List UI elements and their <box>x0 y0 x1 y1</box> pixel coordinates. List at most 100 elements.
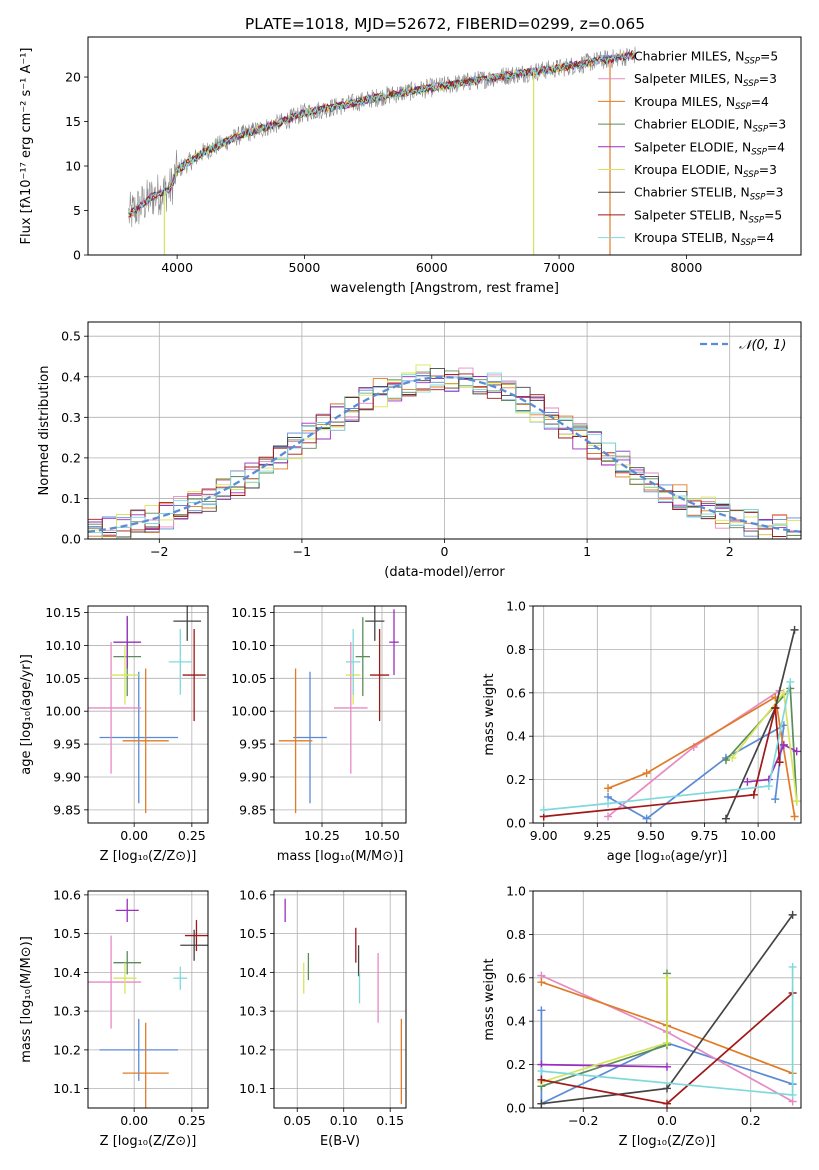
x-tick-label: 5000 <box>289 260 321 275</box>
axes-frame <box>87 890 209 1109</box>
weight-vs-Z-plot-area <box>537 910 797 1108</box>
errorbar-point <box>293 671 327 804</box>
x-tick-label: −1 <box>293 544 311 559</box>
errorbar-point <box>111 645 139 705</box>
y-axis-label: mass weight <box>482 958 497 1040</box>
x-axis-label: E(B-V) <box>320 1134 360 1149</box>
y-tick-label: 0.0 <box>506 816 526 831</box>
weight-marker <box>788 910 797 919</box>
errorbar-point <box>334 642 368 774</box>
residuals-plot-area <box>88 364 801 539</box>
axes-frame <box>273 890 407 1109</box>
weight-marker <box>721 814 730 823</box>
weight-marker <box>792 747 801 756</box>
y-tick-label: 0.2 <box>506 1057 526 1072</box>
x-axis-label: age [log₁₀(age/yr)] <box>607 849 728 864</box>
y-tick-label: 0.4 <box>506 1014 526 1029</box>
weight-marker <box>604 812 613 821</box>
errorbar-point <box>88 935 142 1029</box>
errorbar-point <box>122 1022 169 1108</box>
weight-marker <box>642 814 651 823</box>
y-tick-label: 10.10 <box>45 638 81 653</box>
y-tick-label: 0.6 <box>506 970 526 985</box>
x-tick-label: 10.00 <box>740 828 776 843</box>
y-tick-label: 0.0 <box>506 1101 526 1116</box>
y-tick-label: 10.05 <box>231 671 267 686</box>
y-tick-label: 10.6 <box>53 887 81 902</box>
y-axis-label: Normed distribution <box>37 366 52 496</box>
y-tick-label: 0.8 <box>506 927 526 942</box>
observed-spectrum <box>128 46 636 228</box>
x-tick-label: 4000 <box>161 260 193 275</box>
model-spectrum <box>128 51 635 217</box>
x-tick-label: 7000 <box>543 260 575 275</box>
figure-title: PLATE=1018, MJD=52672, FIBERID=0299, z=0… <box>245 15 645 33</box>
legend-entry: Chabrier ELODIE, NSSP=3 <box>634 118 786 135</box>
y-tick-label: 10.5 <box>239 926 267 941</box>
y-tick-label: 9.95 <box>53 737 81 752</box>
weight-marker <box>771 795 780 804</box>
x-tick-label: 0.0 <box>657 1113 677 1128</box>
residual-histogram <box>88 367 801 539</box>
weight-vs-age-plot-area <box>539 625 801 823</box>
weight-marker <box>537 1075 546 1084</box>
errorbar-point <box>346 629 361 695</box>
y-tick-label: 9.85 <box>53 802 81 817</box>
y-tick-label: 0.8 <box>506 642 526 657</box>
weight-marker <box>537 1006 546 1015</box>
x-tick-label: 8000 <box>671 260 703 275</box>
legend-entry: Kroupa STELIB, NSSP=4 <box>634 231 774 248</box>
x-tick-label: 0.15 <box>376 1113 404 1128</box>
weight-marker <box>537 1099 546 1108</box>
y-tick-label: 0.2 <box>506 772 526 787</box>
weight-series-line <box>540 1010 793 1106</box>
errorbar-point <box>99 1018 178 1081</box>
y-tick-label: 10.10 <box>231 638 267 653</box>
y-tick-label: 1.0 <box>506 599 526 614</box>
y-tick-label: 10.1 <box>239 1081 267 1096</box>
errorbar-point <box>168 629 192 695</box>
y-tick-label: 10.15 <box>45 605 81 620</box>
y-tick-label: 10.3 <box>53 1004 81 1019</box>
weight-marker <box>604 799 613 808</box>
legend-entry: Chabrier MILES, NSSP=5 <box>634 50 778 67</box>
y-tick-label: 10.00 <box>45 704 81 719</box>
axes-frame <box>273 605 407 824</box>
model-spectrum <box>128 52 635 218</box>
errorbar-point <box>88 642 142 774</box>
y-tick-label: 10.05 <box>45 671 81 686</box>
errorbar-point <box>115 898 139 922</box>
weight-vs-Z-panel: −0.2 0.0 0.2 0.0 0.2 0.4 0.6 0.8 1.0 Z [log₁₀(Z/Z… <box>482 884 802 1149</box>
y-tick-label: 0.2 <box>61 450 81 465</box>
weight-marker <box>771 703 780 712</box>
x-tick-label: −2 <box>150 544 168 559</box>
y-tick-label: 20 <box>65 70 81 85</box>
y-tick-label: 10.6 <box>239 887 267 902</box>
legend-entry: Salpeter MILES, NSSP=3 <box>634 72 777 89</box>
spectrum-panel: 4000 5000 6000 7000 8000 0 5 10 15 20 wavelength [… <box>19 36 802 296</box>
age-vs-mass-panel: 10.25 10.50 9.85 9.90 9.95 10.00 10.05 10.10 10.… <box>231 605 407 864</box>
y-tick-label: 5 <box>73 203 81 218</box>
weight-marker <box>663 1099 671 1108</box>
legend-entry: Chabrier STELIB, NSSP=3 <box>634 186 784 203</box>
y-tick-label: 1.0 <box>506 884 526 899</box>
x-tick-label: 10.50 <box>364 828 400 843</box>
y-tick-label: 0 <box>73 248 81 263</box>
legend-entry: Salpeter ELODIE, NSSP=4 <box>634 140 785 157</box>
weight-marker <box>764 782 773 791</box>
x-tick-label: 6000 <box>416 260 448 275</box>
weight-marker <box>537 978 546 987</box>
weight-marker <box>790 812 799 821</box>
spectrum-plot-area <box>128 46 636 255</box>
mass-vs-EBV-plot-area <box>284 898 403 1105</box>
x-tick-label: 0.25 <box>178 828 206 843</box>
x-tick-label: 0.00 <box>120 1113 148 1128</box>
weight-vs-age-panel: 9.00 9.25 9.50 9.75 10.00 0.0 0.2 0.4 0.6 0.8 1.0 a… <box>482 599 802 864</box>
errorbar-point <box>182 629 206 722</box>
x-tick-label: −0.2 <box>568 1113 598 1128</box>
model-spectrum <box>128 50 635 216</box>
x-axis-label: Z [log₁₀(Z/Z⊙)] <box>100 849 197 864</box>
weight-series-line <box>607 723 785 820</box>
model-spectrum <box>128 53 635 217</box>
